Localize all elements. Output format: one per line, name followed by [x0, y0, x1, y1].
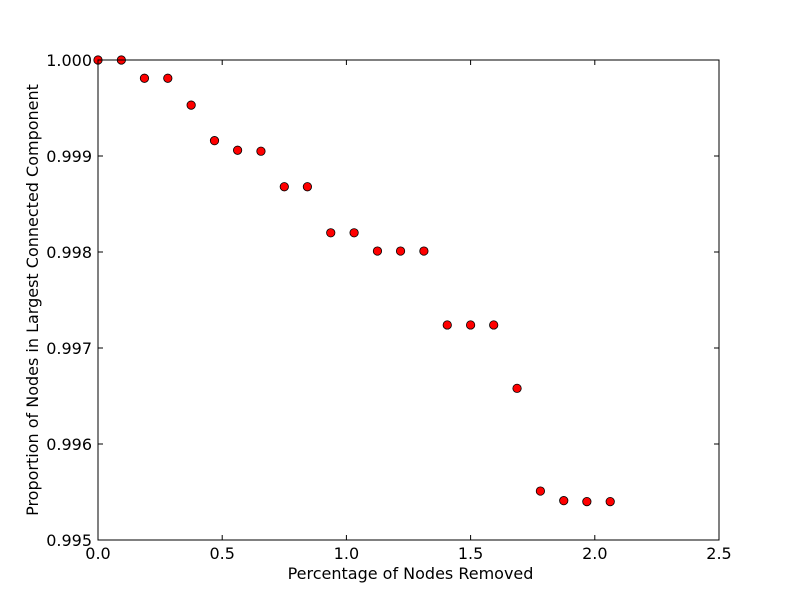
- y-tick-label: 0.997: [46, 339, 92, 358]
- x-tick-label: 0.0: [85, 544, 110, 563]
- y-tick-label: 0.999: [46, 147, 92, 166]
- data-point: [233, 145, 243, 155]
- data-point: [256, 146, 266, 156]
- data-point: [535, 486, 546, 496]
- data-point: [442, 320, 452, 330]
- data-point: [326, 228, 336, 238]
- y-axis-label: Proportion of Nodes in Largest Connected…: [23, 84, 42, 516]
- data-point: [582, 496, 592, 507]
- x-tick-label: 2.5: [706, 544, 731, 563]
- x-tick-label: 1.0: [334, 544, 359, 563]
- data-point: [302, 182, 313, 192]
- axis-ticks: [97, 59, 720, 541]
- data-point: [512, 383, 522, 393]
- data-point: [279, 182, 289, 192]
- y-tick-label: 0.996: [46, 435, 92, 454]
- data-point: [209, 136, 220, 146]
- data-point: [186, 100, 196, 110]
- data-point: [419, 246, 429, 256]
- data-point: [395, 246, 406, 256]
- data-point: [139, 73, 150, 83]
- x-axis-label: Percentage of Nodes Removed: [288, 564, 534, 583]
- y-tick-label: 1.000: [46, 51, 92, 70]
- data-point: [465, 320, 476, 330]
- x-tick-label: 1.5: [458, 544, 483, 563]
- axis-tick-labels: 0.0 0.5 1.0 1.5 2.0 2.5 0.995 0.996 0.997 0.998 0.…: [46, 51, 732, 563]
- data-point: [372, 246, 383, 256]
- data-point: [163, 73, 173, 83]
- data-point: [559, 496, 569, 506]
- data-points: [93, 55, 615, 507]
- y-tick-label: 0.995: [46, 531, 92, 550]
- x-tick-label: 0.5: [209, 544, 234, 563]
- x-tick-label: 2.0: [582, 544, 607, 563]
- y-tick-label: 0.998: [46, 243, 92, 262]
- data-point: [489, 320, 499, 330]
- data-point: [605, 496, 615, 507]
- plot-frame: [97, 59, 720, 541]
- data-point: [349, 228, 359, 238]
